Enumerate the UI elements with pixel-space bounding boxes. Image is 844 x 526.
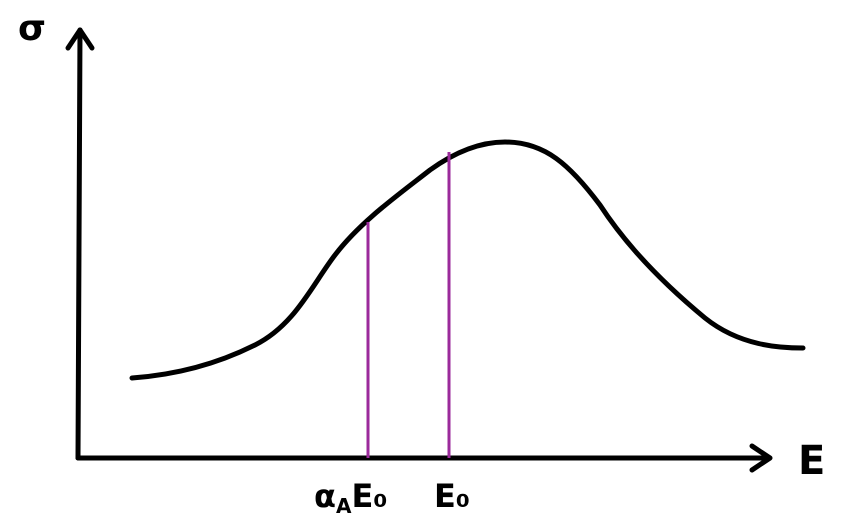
- x-axis-label: E: [798, 438, 825, 484]
- marker-label-alpha: α: [314, 477, 336, 515]
- marker-label-e0: E₀: [434, 477, 470, 515]
- marker-label-subscript: A: [336, 494, 352, 518]
- y-axis: [65, 27, 95, 461]
- marker-label-e0-tail: E₀: [351, 477, 387, 515]
- marker-label-alpha-e0: αAE₀: [314, 477, 387, 518]
- x-axis: [75, 443, 773, 473]
- cross-section-curve: [129, 139, 806, 381]
- y-axis-label: σ: [18, 8, 46, 49]
